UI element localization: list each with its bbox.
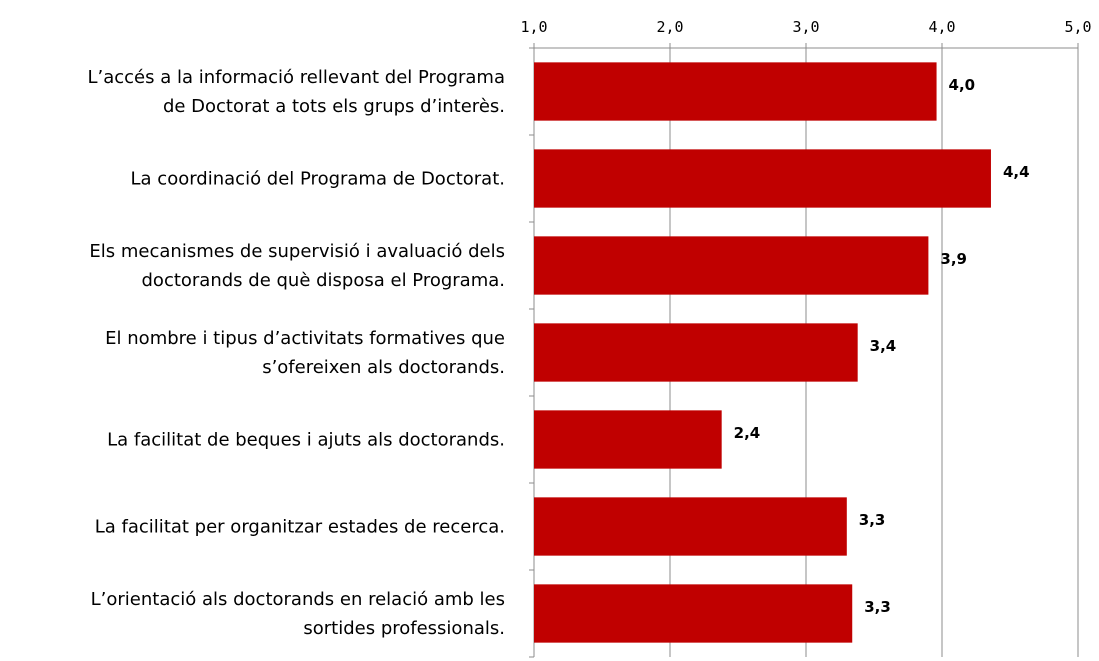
category-label: La facilitat per organitzar estades de r… — [94, 516, 505, 537]
data-label: 3,3 — [859, 511, 886, 529]
category-label: L’orientació als doctorands en relació a… — [90, 588, 505, 639]
x-tick-label: 3,0 — [792, 18, 819, 36]
bar — [534, 584, 853, 643]
x-tick-label: 2,0 — [656, 18, 683, 36]
x-tick-label: 1,0 — [520, 18, 547, 36]
category-label: La facilitat de beques i ajuts als docto… — [107, 429, 505, 450]
x-tick-label: 5,0 — [1064, 18, 1091, 36]
x-tick-label: 4,0 — [928, 18, 955, 36]
category-label: Els mecanismes de supervisió i avaluació… — [89, 240, 505, 291]
bar — [534, 149, 991, 208]
data-label: 3,3 — [864, 598, 891, 616]
bar — [534, 236, 929, 295]
data-label: 4,4 — [1003, 163, 1030, 181]
category-label: La coordinació del Programa de Doctorat. — [130, 168, 505, 189]
bar — [534, 62, 937, 121]
bar — [534, 410, 722, 469]
category-label: El nombre i tipus d’activitats formative… — [105, 327, 505, 378]
data-label: 3,4 — [870, 337, 897, 355]
data-label: 3,9 — [940, 250, 967, 268]
category-label: L’accés a la informació rellevant del Pr… — [87, 66, 505, 117]
data-label: 4,0 — [949, 76, 976, 94]
bar — [534, 497, 847, 556]
bar — [534, 323, 858, 382]
data-label: 2,4 — [734, 424, 761, 442]
